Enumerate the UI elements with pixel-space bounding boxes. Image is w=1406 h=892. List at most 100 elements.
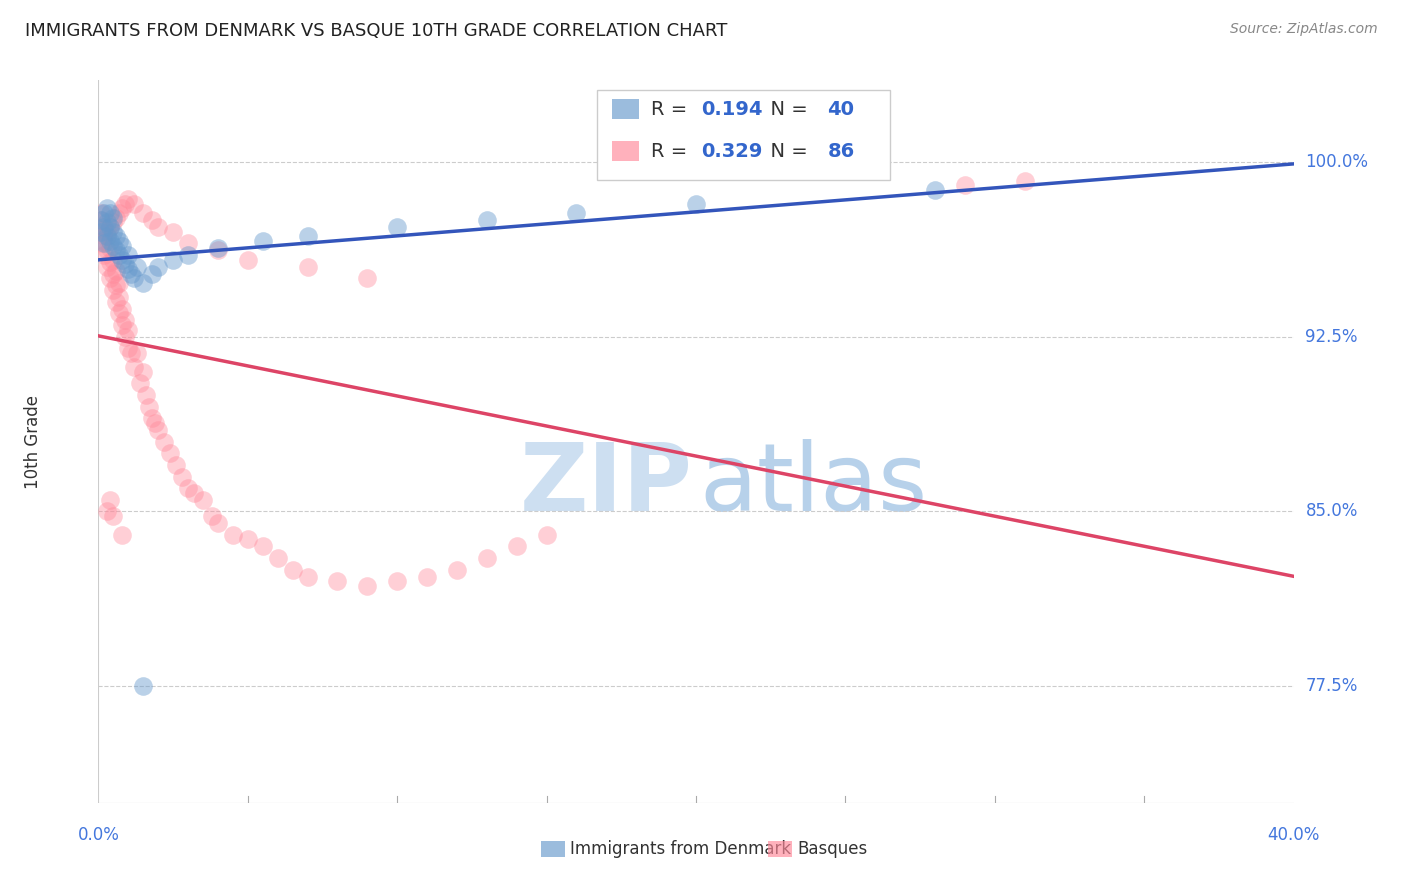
Point (159, 446, 181, 460)
Point (201, 509, 224, 524)
FancyBboxPatch shape (613, 99, 638, 120)
Point (177, 248, 200, 262)
Point (98, 234, 122, 248)
Text: N =: N = (758, 100, 814, 119)
Point (93, 248, 115, 262)
Point (98, 241, 122, 255)
Point (108, 234, 131, 248)
Point (96, 244, 118, 258)
Point (103, 267, 125, 281)
Point (132, 365, 155, 379)
Point (93, 234, 115, 248)
Text: 0.0%: 0.0% (77, 826, 120, 844)
Text: Immigrants from Denmark: Immigrants from Denmark (571, 840, 792, 858)
Point (103, 211, 125, 225)
Point (1014, 173, 1036, 187)
Text: 40.0%: 40.0% (1267, 826, 1320, 844)
Point (93, 220, 115, 235)
Point (236, 252, 259, 267)
Point (90, 220, 112, 235)
Text: atlas: atlas (700, 439, 928, 531)
Point (356, 271, 378, 285)
Point (103, 215, 125, 229)
Point (207, 516, 229, 530)
Point (326, 574, 349, 589)
Text: 85.0%: 85.0% (1306, 502, 1358, 520)
Point (124, 359, 146, 374)
Text: Basques: Basques (797, 840, 868, 858)
Point (446, 563, 468, 577)
Point (103, 509, 125, 524)
Text: 92.5%: 92.5% (1306, 327, 1358, 346)
Point (297, 229, 319, 244)
Point (111, 239, 134, 253)
Point (177, 481, 200, 495)
Point (385, 574, 409, 589)
Point (297, 260, 319, 274)
Point (93, 222, 115, 236)
Point (191, 492, 214, 507)
Point (685, 196, 707, 211)
Point (105, 229, 128, 244)
Point (96, 202, 118, 216)
Point (506, 540, 529, 554)
Point (105, 264, 128, 278)
Text: 40: 40 (827, 100, 855, 119)
Point (183, 485, 205, 500)
Point (96, 229, 118, 244)
Point (103, 225, 125, 239)
Point (475, 551, 498, 566)
Point (281, 563, 304, 577)
Text: 86: 86 (827, 142, 855, 161)
Point (114, 313, 136, 327)
FancyBboxPatch shape (596, 90, 890, 180)
Text: Source: ZipAtlas.com: Source: ZipAtlas.com (1230, 22, 1378, 37)
Point (114, 257, 136, 271)
Point (165, 458, 187, 472)
Point (207, 244, 229, 258)
FancyBboxPatch shape (768, 841, 792, 857)
Point (111, 202, 134, 216)
Point (90, 213, 112, 227)
FancyBboxPatch shape (613, 141, 638, 161)
Point (127, 260, 149, 274)
Point (117, 262, 139, 277)
Point (162, 225, 184, 239)
Point (105, 211, 128, 225)
Point (103, 283, 125, 297)
Point (96, 504, 118, 518)
Point (135, 388, 157, 402)
Point (536, 528, 558, 542)
Point (96, 260, 118, 274)
FancyBboxPatch shape (541, 841, 565, 857)
Point (565, 206, 588, 220)
Point (222, 528, 245, 542)
Point (96, 215, 118, 229)
Point (111, 301, 134, 316)
Point (111, 528, 134, 542)
Point (96, 229, 118, 244)
Point (267, 551, 290, 566)
Text: 100.0%: 100.0% (1306, 153, 1368, 171)
Point (297, 570, 319, 584)
Point (108, 248, 131, 262)
Point (177, 236, 200, 251)
Point (132, 206, 155, 220)
Point (105, 278, 128, 293)
Point (141, 411, 163, 425)
Point (117, 192, 139, 206)
Point (90, 213, 112, 227)
Text: N =: N = (758, 142, 814, 161)
Text: IMMIGRANTS FROM DENMARK VS BASQUE 10TH GRADE CORRELATION CHART: IMMIGRANTS FROM DENMARK VS BASQUE 10TH G… (25, 22, 728, 40)
Point (132, 276, 155, 290)
Point (153, 434, 176, 449)
Point (124, 196, 146, 211)
Point (114, 196, 136, 211)
Point (103, 252, 125, 267)
Point (117, 248, 139, 262)
Point (117, 323, 139, 337)
Point (120, 267, 142, 281)
Point (252, 234, 274, 248)
Point (252, 540, 274, 554)
Text: R =: R = (651, 100, 693, 119)
